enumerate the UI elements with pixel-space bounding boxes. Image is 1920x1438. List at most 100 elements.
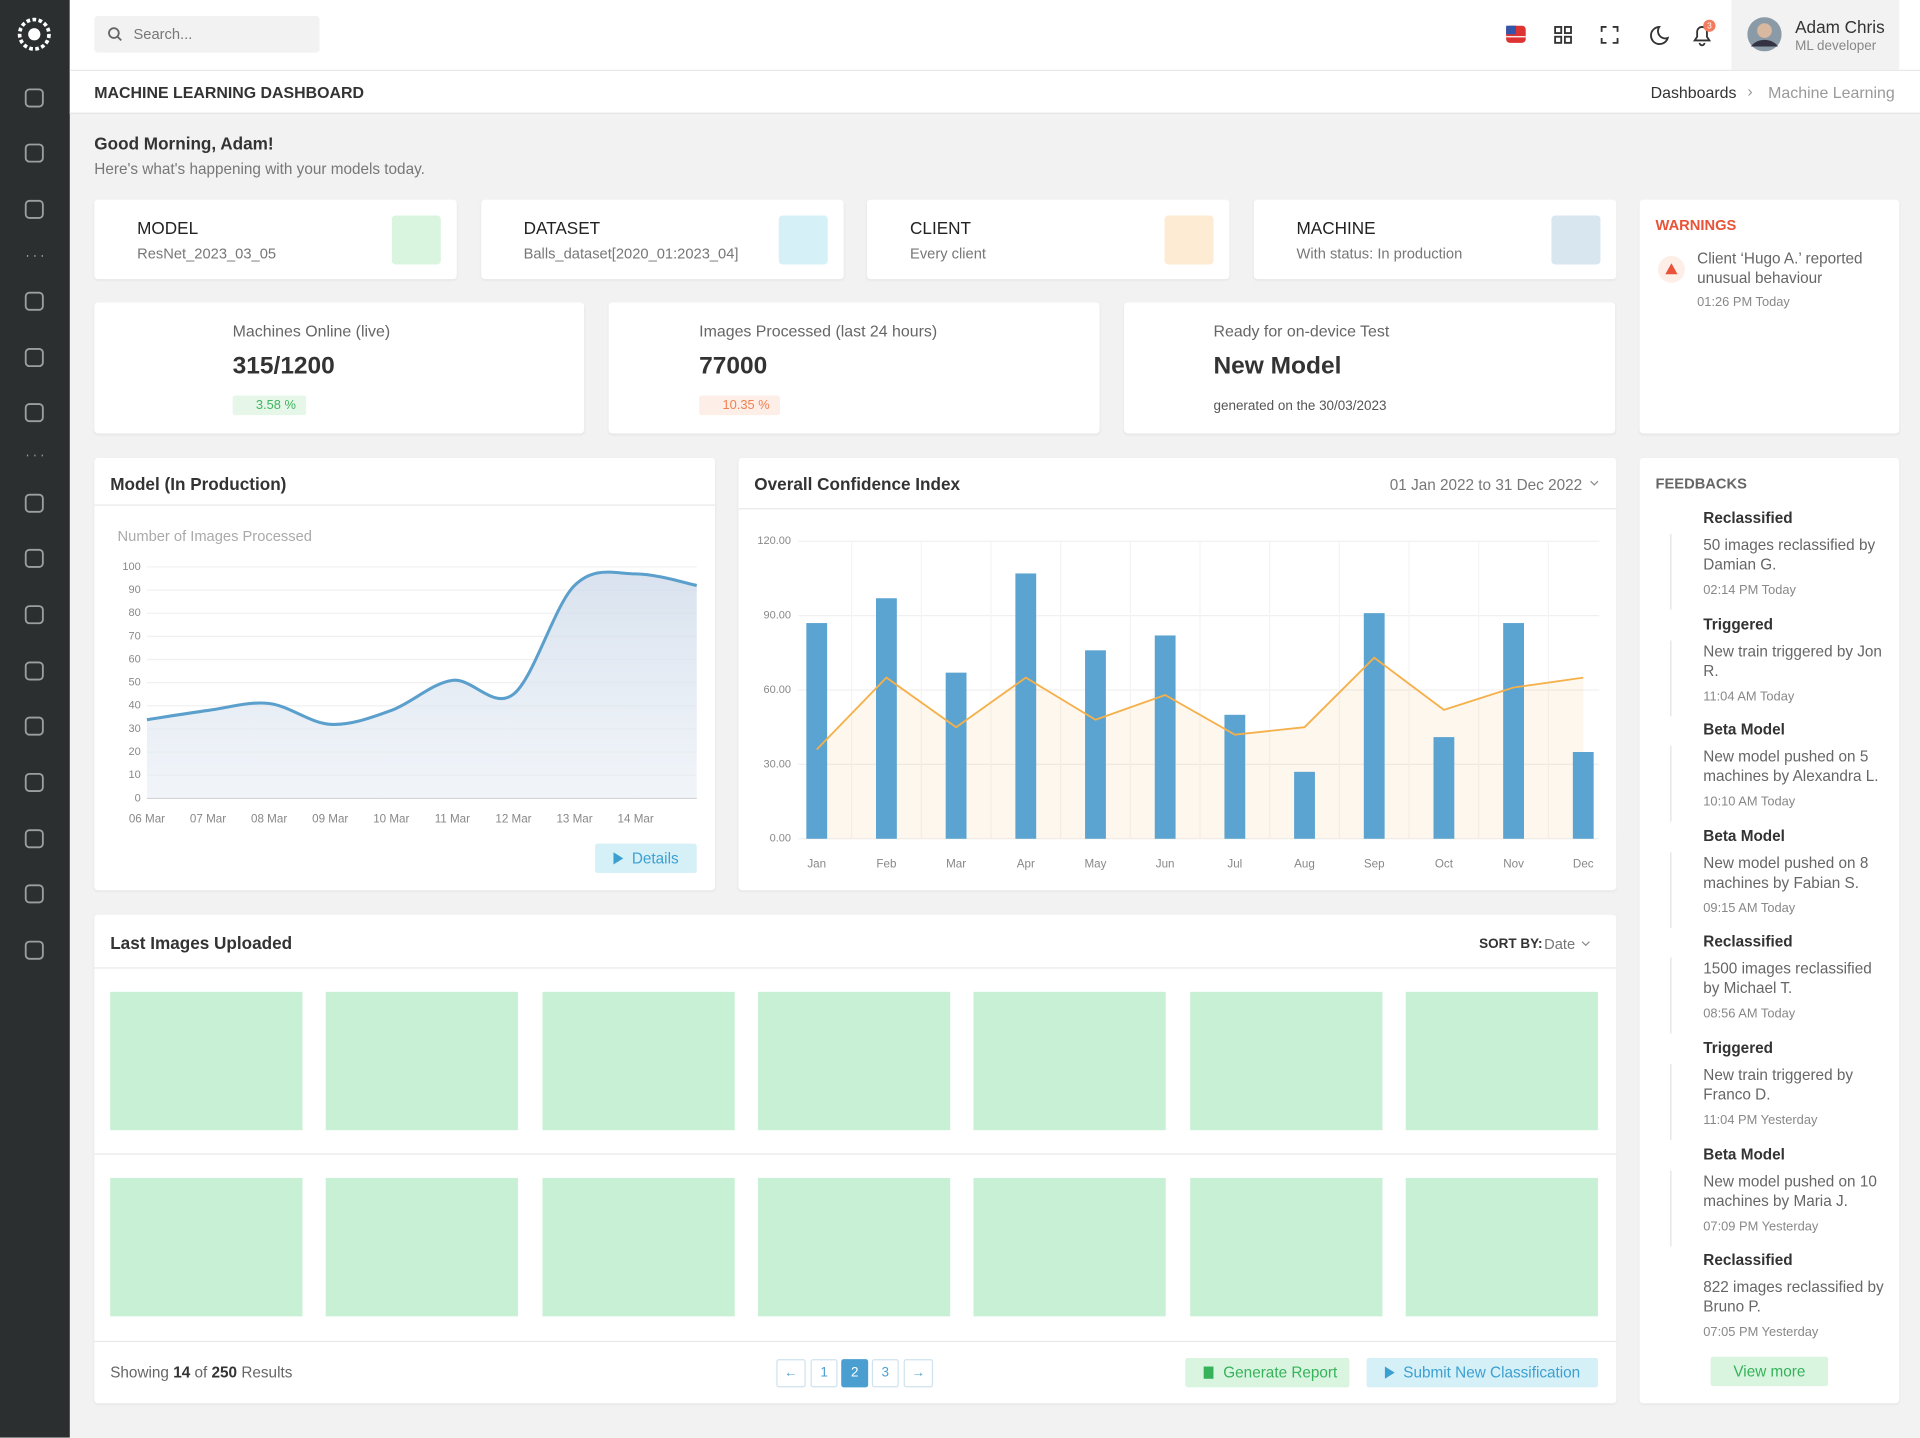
sort-value[interactable]: Date — [1544, 935, 1576, 953]
timeline — [1670, 958, 1672, 1034]
stat-change: 10.35 % — [699, 395, 780, 416]
timeline — [1670, 639, 1672, 716]
filter-icon — [778, 215, 828, 265]
feedback-time: 07:09 PM Yesterday — [1703, 1219, 1819, 1234]
sidebar-icon[interactable] — [24, 772, 44, 792]
image-tile[interactable] — [973, 1177, 1166, 1317]
sidebar-icon[interactable] — [24, 829, 44, 849]
stat-card: Ready for on-device Test New Model generat… — [1124, 302, 1616, 434]
sidebar-icon[interactable] — [24, 661, 44, 681]
sort-label: SORT BY: — [1479, 936, 1543, 952]
stat-change: 3.58 % — [232, 395, 306, 416]
submit-button[interactable]: Submit New Classification — [1366, 1357, 1598, 1388]
image-tile[interactable] — [541, 991, 735, 1131]
feedback-time: 10:10 AM Today — [1703, 794, 1796, 810]
feedback-time: 11:04 PM Yesterday — [1703, 1113, 1818, 1128]
sidebar-icon[interactable] — [24, 143, 44, 163]
image-tile[interactable] — [1405, 1177, 1598, 1317]
page-button[interactable]: 3 — [871, 1359, 899, 1388]
page-button[interactable]: 2 — [841, 1359, 869, 1388]
page-button[interactable]: ← — [776, 1359, 806, 1388]
sidebar-icons — [17, 17, 51, 960]
details-button[interactable]: Details — [595, 843, 697, 874]
image-tile[interactable] — [757, 991, 951, 1131]
stat-label: Images Processed (last 24 hours) — [699, 322, 938, 341]
filter-label: DATASET — [523, 217, 601, 238]
timeline — [1670, 745, 1672, 822]
filter-value: Every client — [910, 244, 986, 263]
image-tile[interactable] — [1189, 1177, 1382, 1317]
image-tile[interactable] — [326, 991, 519, 1131]
images-title: Last Images Uploaded — [110, 933, 293, 953]
page-button[interactable]: → — [903, 1359, 934, 1388]
greeting-subtitle: Here's what's happening with your models… — [94, 160, 425, 178]
toolbar-icons: 3 — [1506, 19, 1716, 47]
sidebar-icon[interactable] — [24, 348, 44, 368]
sidebar-icon[interactable] — [24, 884, 44, 904]
filter-icon — [1164, 215, 1214, 265]
warnings-card: WARNINGS Client ‘Hugo A.’ reported unusu… — [1639, 199, 1900, 434]
feedback-text: 50 images reclassified by Damian G. — [1703, 536, 1876, 574]
warning-text: Client ‘Hugo A.’ reported unusual behavi… — [1697, 249, 1863, 287]
filter-card[interactable]: CLIENT Every client — [867, 199, 1230, 280]
sidebar-icon[interactable] — [24, 291, 44, 311]
filter-card[interactable]: MACHINE With status: In production — [1253, 199, 1617, 280]
filter-icon — [391, 215, 441, 265]
image-tile[interactable] — [973, 991, 1166, 1131]
stat-value: New Model — [1213, 352, 1342, 380]
greeting-title: Good Morning, Adam! — [94, 133, 274, 154]
feedback-time: 07:05 PM Yesterday — [1703, 1325, 1819, 1340]
page-button[interactable]: 1 — [810, 1359, 838, 1388]
filter-value: With status: In production — [1296, 244, 1463, 263]
button-label: Details — [631, 849, 679, 867]
y-axis-label: Number of Images Processed — [117, 527, 312, 545]
sidebar-icon[interactable] — [24, 88, 44, 108]
feedback-text: New model pushed on 8 machines by Fabian… — [1703, 854, 1869, 892]
image-tile[interactable] — [757, 1177, 951, 1317]
breadcrumb[interactable]: Dashboards — [1650, 83, 1737, 102]
feedback-text: New model pushed on 10 machines by Maria… — [1703, 1172, 1877, 1210]
button-label: View more — [1733, 1362, 1806, 1381]
button-label: Submit New Classification — [1403, 1364, 1581, 1382]
feedback-type: Beta Model — [1703, 1145, 1785, 1163]
filter-icon — [1551, 215, 1601, 265]
user-role: ML developer — [1795, 39, 1877, 54]
sidebar-icon[interactable] — [24, 716, 44, 736]
date-range[interactable]: 01 Jan 2022 to 31 Dec 2022 — [1389, 476, 1583, 494]
stat-label: Ready for on-device Test — [1213, 322, 1390, 341]
sidebar — [0, 0, 70, 1438]
search-box[interactable]: Search... — [94, 15, 320, 53]
user-menu[interactable]: Adam Chris ML developer — [1731, 0, 1900, 70]
stat-card: Images Processed (last 24 hours) 77000 10.… — [608, 302, 1100, 434]
sidebar-icon[interactable] — [24, 605, 44, 625]
sidebar-icon[interactable] — [24, 940, 44, 960]
image-tile[interactable] — [541, 1177, 735, 1317]
timeline — [1670, 1064, 1672, 1141]
filter-card[interactable]: MODEL ResNet_2023_03_05 — [94, 199, 457, 280]
image-tile[interactable] — [110, 991, 303, 1131]
image-tile[interactable] — [1405, 991, 1598, 1131]
image-tile[interactable] — [1189, 991, 1382, 1131]
breadcrumb[interactable]: Machine Learning — [1768, 83, 1895, 102]
generate-report-button[interactable]: Generate Report — [1185, 1357, 1350, 1388]
sidebar-icon[interactable] — [24, 199, 44, 219]
view-more-button[interactable]: View more — [1710, 1356, 1829, 1387]
sidebar-icon[interactable] — [24, 548, 44, 568]
image-tile[interactable] — [326, 1177, 519, 1317]
filter-card[interactable]: DATASET Balls_dataset[2020_01:2023_04] — [480, 199, 844, 280]
images-card: Last Images Uploaded SORT BY: Date Showi… — [94, 914, 1617, 1404]
sidebar-icon[interactable] — [24, 493, 44, 513]
feedback-text: New train triggered by Jon R. — [1703, 642, 1882, 680]
avatar — [1747, 17, 1782, 52]
breadcrumb-separator: › — [1747, 82, 1753, 101]
feedback-type: Reclassified — [1703, 509, 1793, 527]
sidebar-icon[interactable] — [24, 403, 44, 423]
timeline — [1670, 533, 1672, 610]
model-chart-card: Model (In Production) Number of Images P… — [94, 457, 716, 891]
feedback-text: New model pushed on 5 machines by Alexan… — [1703, 748, 1879, 786]
feedback-time: 08:56 AM Today — [1703, 1007, 1796, 1022]
feedbacks-title: FEEDBACKS — [1655, 475, 1747, 493]
feedback-type: Beta Model — [1703, 721, 1785, 739]
image-tile[interactable] — [110, 1177, 303, 1317]
